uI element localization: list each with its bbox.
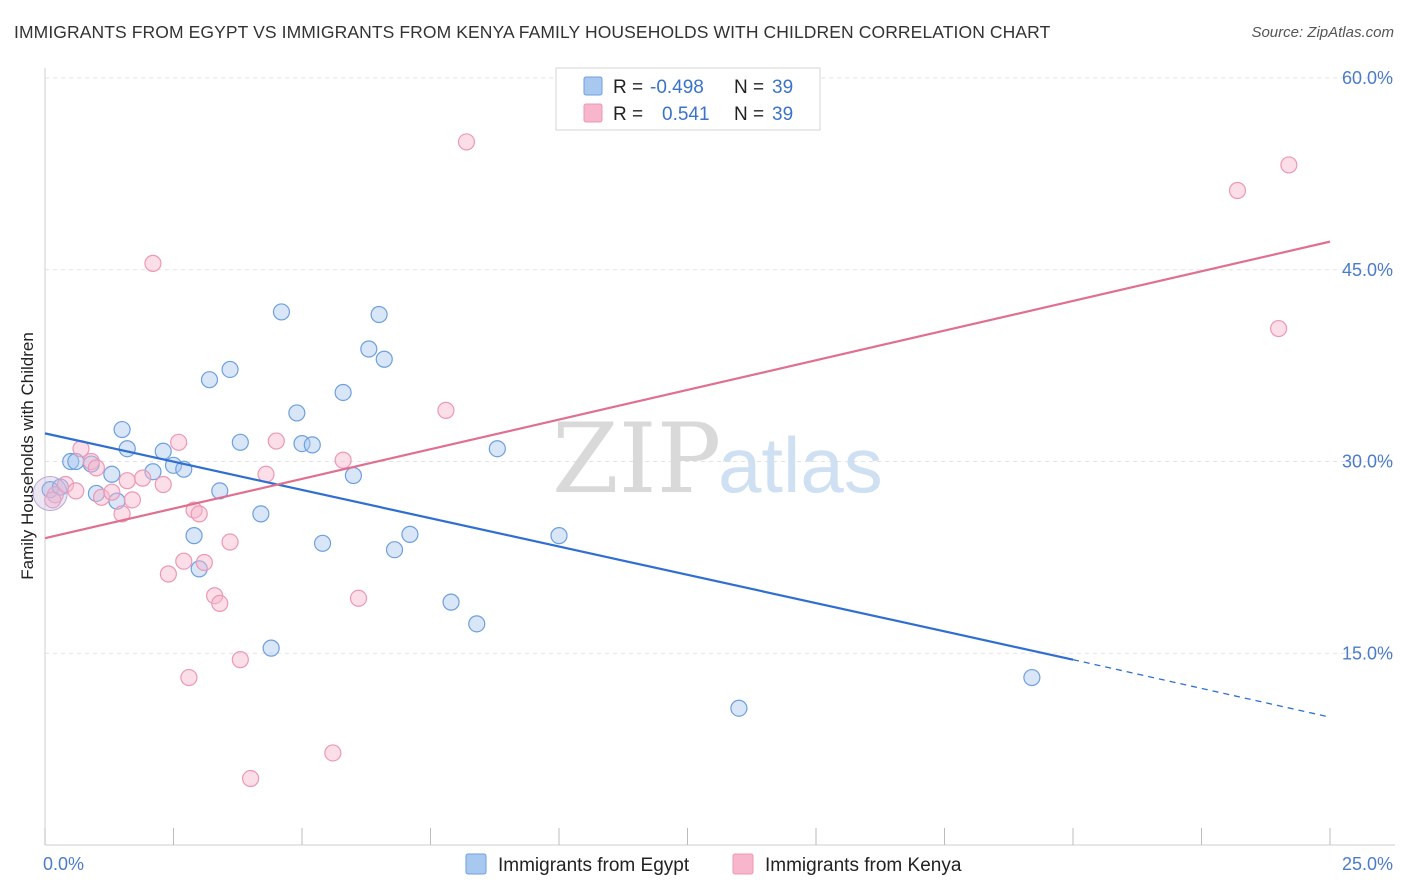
- watermark-atlas: atlas: [718, 421, 883, 509]
- point-egypt-16: [200, 371, 219, 389]
- point-kenya-10: [123, 491, 141, 509]
- bottom-legend-swatch-kenya: [732, 853, 754, 875]
- point-kenya-16: [175, 552, 193, 570]
- source-label: Source: ZipAtlas.com: [1251, 24, 1394, 41]
- point-egypt-38: [730, 699, 748, 717]
- legend-r-value-egypt: -0.498: [650, 77, 704, 98]
- trend-line-egypt: [44, 432, 1074, 661]
- point-egypt-30: [370, 305, 388, 324]
- legend-r-label-kenya: R =: [613, 104, 643, 125]
- point-cluster-origin: [32, 475, 68, 511]
- series-legend: Immigrants from Egypt Immigrants from Ke…: [465, 853, 962, 876]
- bottom-legend-label-egypt: Immigrants from Egypt: [498, 855, 690, 876]
- point-kenya-9: [118, 472, 136, 490]
- point-kenya-29: [334, 451, 352, 469]
- point-kenya-13: [154, 475, 172, 494]
- trend-line-kenya: [44, 240, 1331, 540]
- watermark-zip: ZIP: [552, 403, 721, 515]
- point-kenya-25: [242, 769, 260, 788]
- legend-n-value-egypt: 39: [772, 77, 793, 98]
- point-egypt-8: [113, 420, 131, 439]
- point-egypt-0: [41, 481, 59, 499]
- point-kenya-15: [170, 433, 188, 451]
- point-egypt-22: [272, 303, 291, 321]
- bottom-legend-label-kenya: Immigrants from Kenya: [765, 855, 962, 876]
- point-egypt-34: [442, 593, 460, 611]
- point-egypt-6: [103, 465, 121, 483]
- x-tick-label-0: 0.0%: [43, 854, 84, 874]
- legend-r-label-egypt: R =: [613, 77, 643, 98]
- point-kenya-20: [195, 553, 213, 572]
- point-egypt-2: [62, 452, 80, 471]
- axes: [44, 68, 1395, 846]
- legend-swatch-egypt: [583, 76, 603, 96]
- point-kenya-11: [134, 469, 152, 487]
- y-tick-label-0: 15.0%: [1342, 643, 1393, 663]
- chart-title: IMMIGRANTS FROM EGYPT VS IMMIGRANTS FROM…: [14, 22, 1051, 42]
- point-kenya-34: [1269, 319, 1288, 338]
- legend-n-label-egypt: N =: [734, 77, 764, 98]
- legend-n-label-kenya: N =: [734, 104, 764, 125]
- point-kenya-12: [144, 254, 162, 272]
- point-egypt-33: [401, 525, 419, 543]
- stats-legend: R = -0.498 N = 39 R = 0.541 N = 39: [555, 67, 821, 131]
- point-egypt-23: [288, 404, 306, 422]
- point-kenya-8: [113, 505, 131, 523]
- point-kenya-6: [92, 488, 111, 506]
- point-egypt-19: [231, 433, 249, 451]
- point-kenya-14: [159, 565, 177, 583]
- point-kenya-22: [211, 594, 229, 612]
- point-egypt-36: [488, 440, 506, 458]
- y-tick-label-2: 45.0%: [1342, 260, 1393, 280]
- point-kenya-2: [67, 482, 85, 500]
- point-egypt-28: [344, 466, 362, 485]
- point-egypt-11: [154, 442, 172, 460]
- point-egypt-14: [185, 527, 203, 545]
- point-kenya-5: [87, 459, 106, 477]
- point-kenya-17: [180, 668, 198, 687]
- point-kenya-28: [324, 744, 342, 762]
- grid-lines: [45, 77, 1395, 654]
- point-egypt-27: [334, 383, 352, 402]
- watermark: ZIP atlas: [552, 403, 883, 515]
- point-kenya-7: [103, 483, 121, 501]
- legend-r-value-kenya: 0.541: [662, 104, 710, 125]
- bottom-legend-swatch-egypt: [465, 853, 487, 875]
- y-tick-label-1: 30.0%: [1342, 452, 1393, 472]
- point-egypt-39: [1023, 668, 1041, 687]
- point-kenya-27: [267, 432, 285, 450]
- legend-n-value-kenya: 39: [772, 104, 793, 125]
- point-kenya-31: [437, 401, 455, 419]
- point-egypt-31: [375, 350, 393, 368]
- point-egypt-20: [252, 505, 270, 523]
- point-egypt-29: [360, 340, 378, 358]
- point-kenya-36: [44, 491, 62, 509]
- y-axis-label: Family Households with Children: [18, 332, 37, 580]
- trend-lines: [44, 240, 1331, 718]
- point-kenya-24: [231, 651, 249, 669]
- point-kenya-23: [221, 533, 239, 551]
- point-egypt-9: [118, 440, 136, 458]
- point-kenya-32: [457, 133, 476, 151]
- point-kenya-33: [1228, 181, 1247, 200]
- x-tick-labels: 0.0% 25.0%: [43, 854, 1393, 874]
- point-egypt-10: [144, 463, 162, 481]
- point-egypt-35: [468, 615, 486, 633]
- point-egypt-25: [303, 436, 321, 454]
- point-egypt-32: [385, 541, 404, 559]
- y-tick-labels: 15.0% 30.0% 45.0% 60.0%: [1342, 68, 1393, 663]
- point-egypt-37: [550, 527, 568, 545]
- point-egypt-18: [221, 360, 239, 379]
- point-egypt-26: [313, 534, 332, 552]
- legend-swatch-kenya: [583, 103, 603, 123]
- point-kenya-19: [190, 505, 208, 523]
- trend-line-dashed-egypt: [1072, 659, 1331, 718]
- point-kenya-35: [1280, 156, 1298, 174]
- y-tick-label-3: 60.0%: [1342, 68, 1393, 88]
- point-egypt-21: [262, 639, 280, 657]
- data-points: [32, 133, 1298, 788]
- point-kenya-30: [349, 589, 368, 607]
- x-tick-label-1: 25.0%: [1342, 854, 1393, 874]
